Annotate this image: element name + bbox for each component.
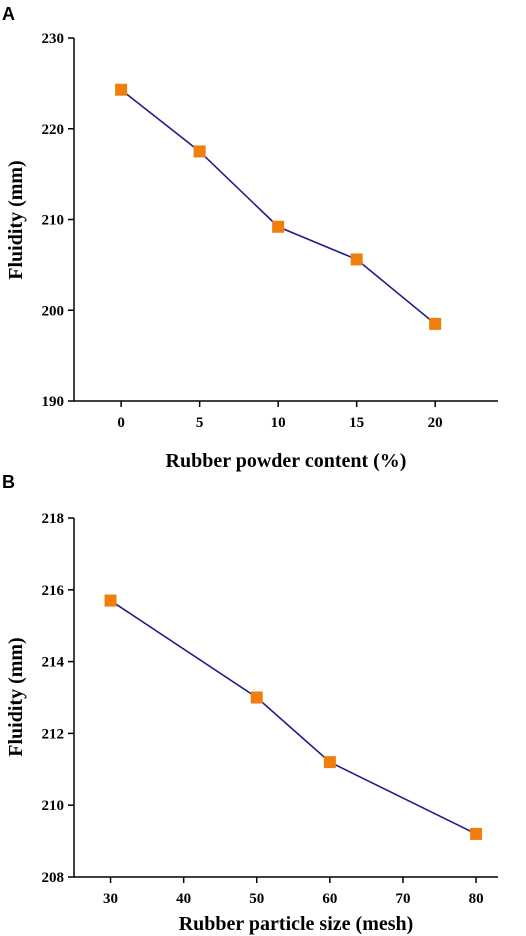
panel-b-y-tick-label: 214: [42, 655, 65, 671]
panel-a-y-tick-label: 210: [42, 213, 65, 229]
panel-a-letter: A: [2, 4, 15, 24]
panel-a-data-point: [272, 220, 285, 233]
panel-b-x-tick-label: 50: [249, 891, 264, 907]
panel-b-x-axis-title: Rubber particle size (mesh): [179, 913, 414, 935]
panel-a-x-tick-label: 5: [196, 415, 204, 431]
panel-a-x-tick-label: 15: [349, 415, 364, 431]
panel-b-axes: [73, 518, 498, 878]
panel-a-x-tick-label: 10: [271, 415, 286, 431]
panel-a-y-tick-label: 230: [42, 31, 65, 47]
panel-b-y-tick-label: 210: [42, 798, 65, 814]
panel-a: A Rubber powder content (%) Fluidity (mm…: [2, 4, 498, 472]
panel-b-data-point: [104, 594, 117, 607]
panel-a-y-tick-label: 190: [42, 394, 65, 410]
panel-b-y-tick-label: 216: [42, 583, 65, 599]
panel-b-x-tick-label: 40: [176, 891, 191, 907]
panel-a-y-tick-label: 200: [42, 303, 65, 319]
panel-a-x-tick-label: 0: [117, 415, 125, 431]
panel-a-data-point: [193, 145, 206, 158]
panel-b-letter: B: [2, 472, 15, 492]
panel-b-series-line: [110, 599, 477, 835]
panel-b-data-point: [470, 827, 483, 840]
panel-b-y-tick-label: 212: [42, 726, 65, 742]
panel-a-x-tick-label: 20: [428, 415, 443, 431]
panel-a-data-point: [350, 253, 363, 266]
panel-a-data-point: [115, 83, 128, 96]
panel-a-y-axis-title: Fluidity (mm): [5, 160, 27, 279]
panel-b-y-tick-label: 218: [42, 511, 65, 527]
panel-b-x-tick-label: 30: [103, 891, 118, 907]
panel-b-data-point: [323, 756, 336, 769]
panel-b-x-tick-label: 70: [395, 891, 410, 907]
panel-b-y-tick-label: 208: [42, 870, 65, 886]
panel-b-x-tick-label: 80: [469, 891, 484, 907]
panel-b: B Rubber particle size (mesh) Fluidity (…: [2, 472, 498, 935]
panel-a-x-axis-title: Rubber powder content (%): [166, 450, 407, 472]
panel-a-axes: [73, 38, 498, 402]
panel-b-data-point: [250, 691, 263, 704]
panel-b-y-axis-title: Fluidity (mm): [5, 637, 27, 756]
panel-a-series-line: [120, 89, 436, 325]
panel-a-data-point: [429, 317, 442, 330]
panel-b-x-tick-label: 60: [322, 891, 337, 907]
panel-a-y-tick-label: 220: [42, 122, 65, 138]
